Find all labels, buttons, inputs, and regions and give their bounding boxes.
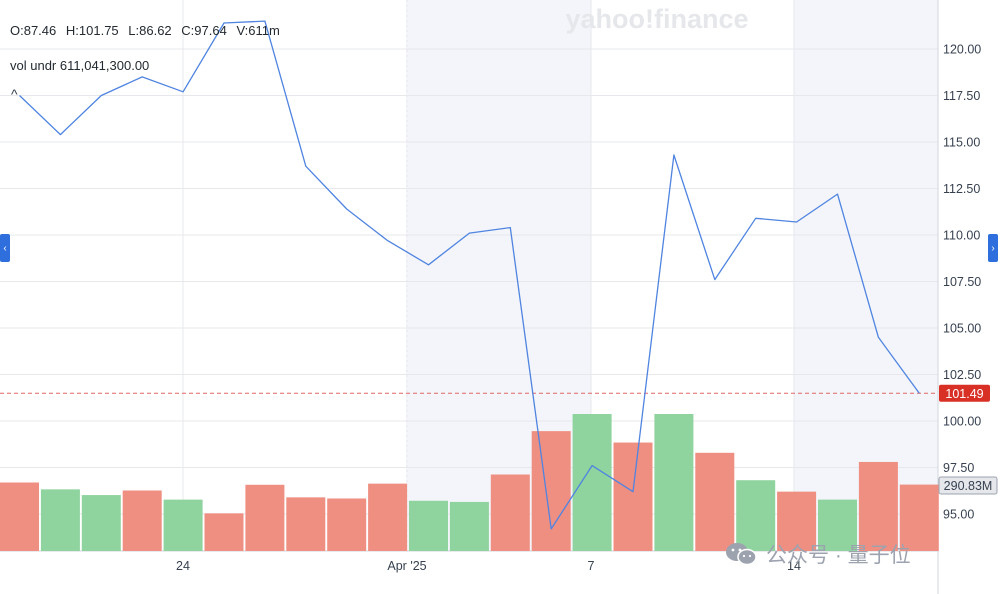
volume-bar bbox=[490, 474, 530, 551]
volume-bar bbox=[286, 497, 326, 551]
volume-bar bbox=[245, 484, 285, 551]
volume-bar bbox=[613, 442, 653, 551]
volume-bar bbox=[777, 491, 817, 551]
volume-bar bbox=[449, 501, 489, 551]
y-tick-label: 112.50 bbox=[943, 182, 980, 196]
x-tick-label: 14 bbox=[787, 559, 801, 573]
last-price-label: 101.49 bbox=[945, 387, 983, 401]
volume-bar bbox=[572, 414, 612, 551]
volume-bar bbox=[899, 484, 939, 551]
y-tick-label: 100.00 bbox=[943, 415, 981, 429]
high-value: H:101.75 bbox=[65, 23, 119, 38]
footer-watermark: 公众号 · 量子位 bbox=[724, 538, 911, 570]
volume-bar bbox=[40, 489, 80, 551]
right-panel-toggle-button[interactable]: › bbox=[988, 234, 998, 262]
volume-bar bbox=[695, 452, 735, 551]
y-tick-label: 97.50 bbox=[943, 461, 974, 475]
y-tick-label: 115.00 bbox=[943, 136, 980, 150]
volume-bar bbox=[327, 498, 367, 551]
volume-indicator-value: 611,041,300.00 bbox=[59, 58, 150, 73]
volume-bar bbox=[818, 499, 857, 551]
ohlc-readout: O:87.46 H:101.75 L:86.62 C:97.64 V:611m bbox=[10, 23, 286, 38]
footer-watermark-text: 公众号 · 量子位 bbox=[766, 544, 911, 567]
volume-bar bbox=[122, 490, 162, 551]
y-tick-label: 102.50 bbox=[943, 368, 981, 382]
price-series-line bbox=[19, 20, 920, 530]
y-tick-label: 110.00 bbox=[943, 229, 980, 243]
volume-bar bbox=[858, 461, 898, 551]
volume-bar bbox=[204, 513, 244, 551]
last-price-badge bbox=[939, 384, 990, 402]
x-tick-label: 7 bbox=[588, 559, 595, 573]
volume-bar bbox=[736, 480, 776, 551]
open-value: O:87.46 bbox=[10, 23, 57, 38]
volume-value: V:611m bbox=[236, 23, 280, 38]
volume-bar bbox=[654, 414, 694, 551]
volume-badge bbox=[938, 476, 998, 495]
volume-bar bbox=[81, 495, 121, 551]
week-shading-band bbox=[794, 0, 938, 551]
y-tick-label: 107.50 bbox=[943, 275, 981, 289]
volume-indicator-row: vol undr 611,041,300.00 bbox=[10, 58, 149, 73]
volume-bar bbox=[368, 483, 408, 551]
y-tick-label: 105.00 bbox=[943, 322, 981, 336]
collapse-indicator-button[interactable]: ^ bbox=[11, 86, 18, 102]
y-tick-label: 117.50 bbox=[943, 89, 980, 103]
x-tick-label: 24 bbox=[176, 559, 190, 573]
volume-badge-label: 290.83M bbox=[944, 479, 993, 493]
volume-bar bbox=[409, 500, 448, 551]
volume-bar bbox=[0, 482, 39, 551]
volume-indicator-label: vol undr bbox=[10, 58, 57, 73]
volume-bar bbox=[531, 431, 571, 551]
x-tick-label: Apr '25 bbox=[387, 559, 426, 573]
brand-watermark: yahoo!finance bbox=[565, 4, 748, 34]
close-value: C:97.64 bbox=[181, 23, 227, 38]
volume-bar bbox=[163, 499, 203, 551]
low-value: L:86.62 bbox=[128, 23, 172, 38]
left-panel-toggle-button[interactable]: ‹ bbox=[0, 234, 10, 262]
y-tick-label: 120.00 bbox=[943, 43, 981, 57]
y-tick-label: 95.00 bbox=[943, 508, 974, 522]
wechat-icon bbox=[726, 543, 757, 566]
